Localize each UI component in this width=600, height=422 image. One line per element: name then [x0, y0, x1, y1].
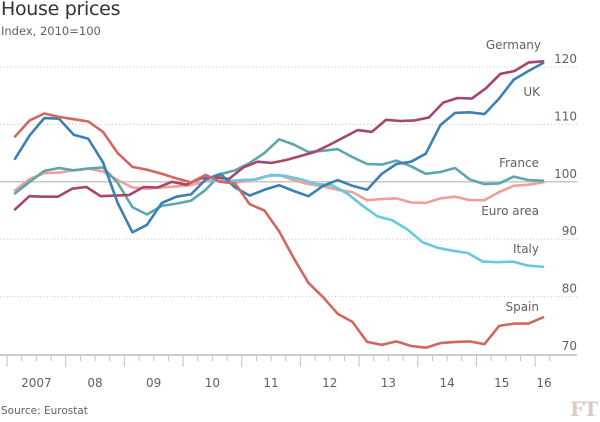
line-chart: 70 80 90 100 110 120 2007 08 09 10 11 12 13 14 15 16 G… — [0, 38, 577, 390]
x-tick-label: 14 — [439, 376, 454, 390]
series-line-germany — [13, 60, 545, 211]
series-label-uk: UK — [523, 85, 541, 99]
source-note: Source: Eurostat — [1, 405, 88, 417]
series-label-france: France — [499, 156, 539, 170]
chart-subtitle: Index, 2010=100 — [1, 24, 101, 38]
x-tick-label: 12 — [322, 376, 337, 390]
x-tick-label: 09 — [146, 376, 161, 390]
series-label-italy: Italy — [513, 242, 539, 256]
x-tick-label: 15 — [494, 376, 509, 390]
y-tick-label: 120 — [554, 52, 577, 66]
series-label-germany: Germany — [486, 38, 541, 52]
series-label-euro-area: Euro area — [481, 204, 539, 218]
y-tick-label: 110 — [554, 109, 577, 123]
y-tick-label: 80 — [562, 282, 577, 296]
series-label-spain: Spain — [505, 300, 539, 314]
y-tick-label: 70 — [562, 339, 577, 353]
x-tick-label: 13 — [381, 376, 396, 390]
series-line-spain — [13, 112, 545, 349]
series-line-uk — [13, 61, 545, 234]
series-line-france — [13, 138, 545, 216]
series-labels: Germany UK France Euro area Italy Spain — [481, 38, 541, 314]
x-axis: 2007 08 09 10 11 12 13 14 15 16 — [0, 354, 577, 390]
series-line-italy — [209, 173, 545, 269]
ft-logo: FT — [570, 397, 598, 421]
y-axis-labels: 70 80 90 100 110 120 — [554, 52, 577, 353]
y-tick-label: 90 — [562, 224, 577, 238]
x-tick-label: 16 — [536, 376, 551, 390]
y-tick-label: 100 — [554, 167, 577, 181]
chart-title: House prices — [1, 0, 121, 20]
x-tick-label: 2007 — [21, 376, 52, 390]
x-tick-label: 08 — [87, 376, 102, 390]
x-tick-label: 10 — [205, 376, 220, 390]
x-tick-label: 11 — [263, 376, 278, 390]
series-lines — [13, 60, 545, 349]
